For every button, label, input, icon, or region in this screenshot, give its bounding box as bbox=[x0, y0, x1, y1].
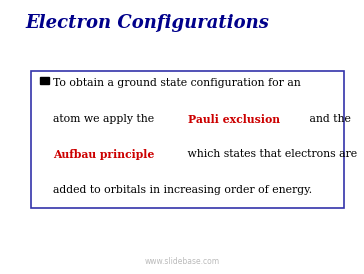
Text: Electron Configurations: Electron Configurations bbox=[25, 14, 269, 32]
Text: Pauli exclusion: Pauli exclusion bbox=[188, 114, 280, 125]
Text: added to orbitals in increasing order of energy.: added to orbitals in increasing order of… bbox=[53, 185, 312, 195]
Text: Aufbau principle: Aufbau principle bbox=[53, 149, 154, 160]
Text: www.slidebase.com: www.slidebase.com bbox=[145, 257, 219, 266]
Text: which states that electrons are: which states that electrons are bbox=[183, 149, 357, 159]
Bar bbox=[40, 77, 49, 84]
Text: and the: and the bbox=[306, 114, 351, 124]
Text: To obtain a ground state configuration for an: To obtain a ground state configuration f… bbox=[53, 78, 301, 88]
FancyBboxPatch shape bbox=[31, 71, 344, 208]
Text: atom we apply the: atom we apply the bbox=[53, 114, 157, 124]
